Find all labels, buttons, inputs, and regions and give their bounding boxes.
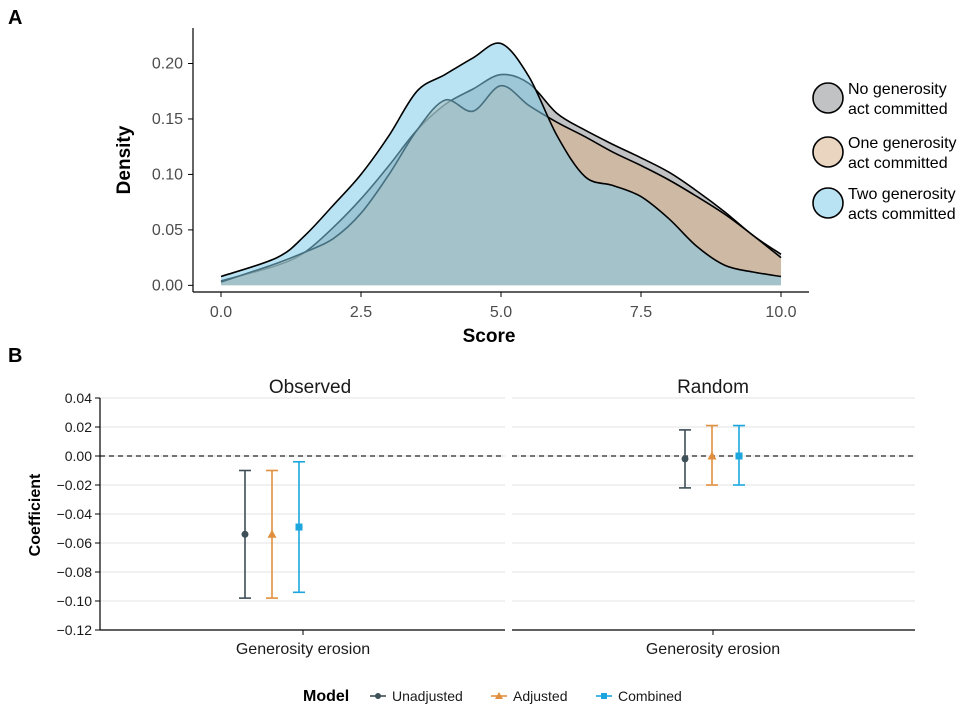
legend-label: One generosity: [848, 135, 957, 152]
panel-b-x-category-random: Generosity erosion: [646, 641, 780, 658]
y-tick-label: 0.02: [65, 419, 92, 435]
panel-b-legend: Model Unadjusted Adjusted Combined: [303, 688, 682, 705]
point-estimate: [707, 451, 717, 460]
estimate-unadjusted-random: [679, 429, 691, 489]
panel-a-legend: No generosity act committed One generosity…: [812, 81, 957, 223]
y-tick-label: 0.00: [152, 277, 183, 294]
panel-b-y-axis-title: Coefficient: [27, 473, 44, 556]
y-tick-label: −0.12: [57, 622, 93, 638]
x-tick-label: 5.0: [490, 304, 512, 321]
legend-key-marker: [601, 693, 607, 699]
legend-label: act committed: [848, 101, 948, 118]
x-tick-label: 2.5: [350, 304, 372, 321]
legend-label: act committed: [848, 155, 948, 172]
point-estimate: [267, 529, 277, 538]
legend-title: Model: [303, 688, 349, 705]
legend-label: Adjusted: [513, 688, 567, 704]
panel-b-label: B: [8, 345, 22, 367]
legend-key-marker: [375, 693, 381, 699]
x-tick-label: 10.0: [765, 304, 796, 321]
panel-a-density-areas: [220, 42, 782, 286]
estimate-adjusted-observed: [266, 469, 278, 599]
y-tick-label: 0.00: [65, 448, 92, 464]
panel-b-y-ticks: −0.12 −0.10 −0.08 −0.06 −0.04 −0.02 0.00 0.02 0.…: [57, 390, 714, 638]
y-tick-label: −0.06: [57, 535, 93, 551]
y-tick-label: −0.02: [57, 477, 93, 493]
point-estimate: [735, 452, 743, 460]
y-tick-label: 0.04: [65, 390, 92, 406]
x-tick-label: 7.5: [630, 304, 652, 321]
estimate-unadjusted-observed: [239, 469, 251, 599]
panel-a-y-ticks: 0.00 0.05 0.10 0.15 0.20: [152, 55, 193, 294]
estimate-combined-observed: [293, 460, 305, 594]
point-estimate: [681, 455, 689, 463]
facet-title-observed: Observed: [269, 377, 351, 398]
y-tick-label: −0.08: [57, 564, 93, 580]
estimate-combined-random: [733, 424, 745, 486]
y-tick-label: −0.04: [57, 506, 93, 522]
legend-label: No generosity: [848, 81, 947, 98]
y-tick-label: 0.15: [152, 111, 183, 128]
legend-key-3: [812, 187, 844, 219]
panel-a-x-ticks: 0.0 2.5 5.0 7.5 10.0: [210, 292, 797, 321]
legend-label: acts committed: [848, 206, 956, 223]
y-tick-label: 0.05: [152, 222, 183, 239]
point-estimate: [241, 530, 249, 538]
y-tick-label: 0.20: [152, 55, 183, 72]
density-area-3: [221, 43, 781, 286]
facet-title-random: Random: [677, 377, 749, 398]
estimate-adjusted-random: [706, 424, 718, 486]
point-estimate: [295, 523, 303, 531]
legend-label: Unadjusted: [392, 688, 463, 704]
legend-label: Two generosity: [848, 186, 956, 203]
panel-b-estimates: [239, 424, 745, 599]
panel-a-label: A: [8, 7, 22, 29]
panel-a-y-axis-title: Density: [114, 125, 135, 194]
legend-key-2: [812, 136, 844, 168]
panel-b-gridlines: [100, 397, 915, 631]
x-tick-label: 0.0: [210, 304, 232, 321]
legend-label: Combined: [618, 688, 682, 704]
density-outline-3: [220, 42, 782, 278]
y-tick-label: 0.10: [152, 166, 183, 183]
panel-a-x-axis-title: Score: [463, 326, 516, 347]
legend-key-marker: [495, 692, 503, 699]
legend-key-1: [812, 82, 844, 114]
y-tick-label: −0.10: [57, 593, 93, 609]
panel-b-x-category-observed: Generosity erosion: [236, 641, 370, 658]
